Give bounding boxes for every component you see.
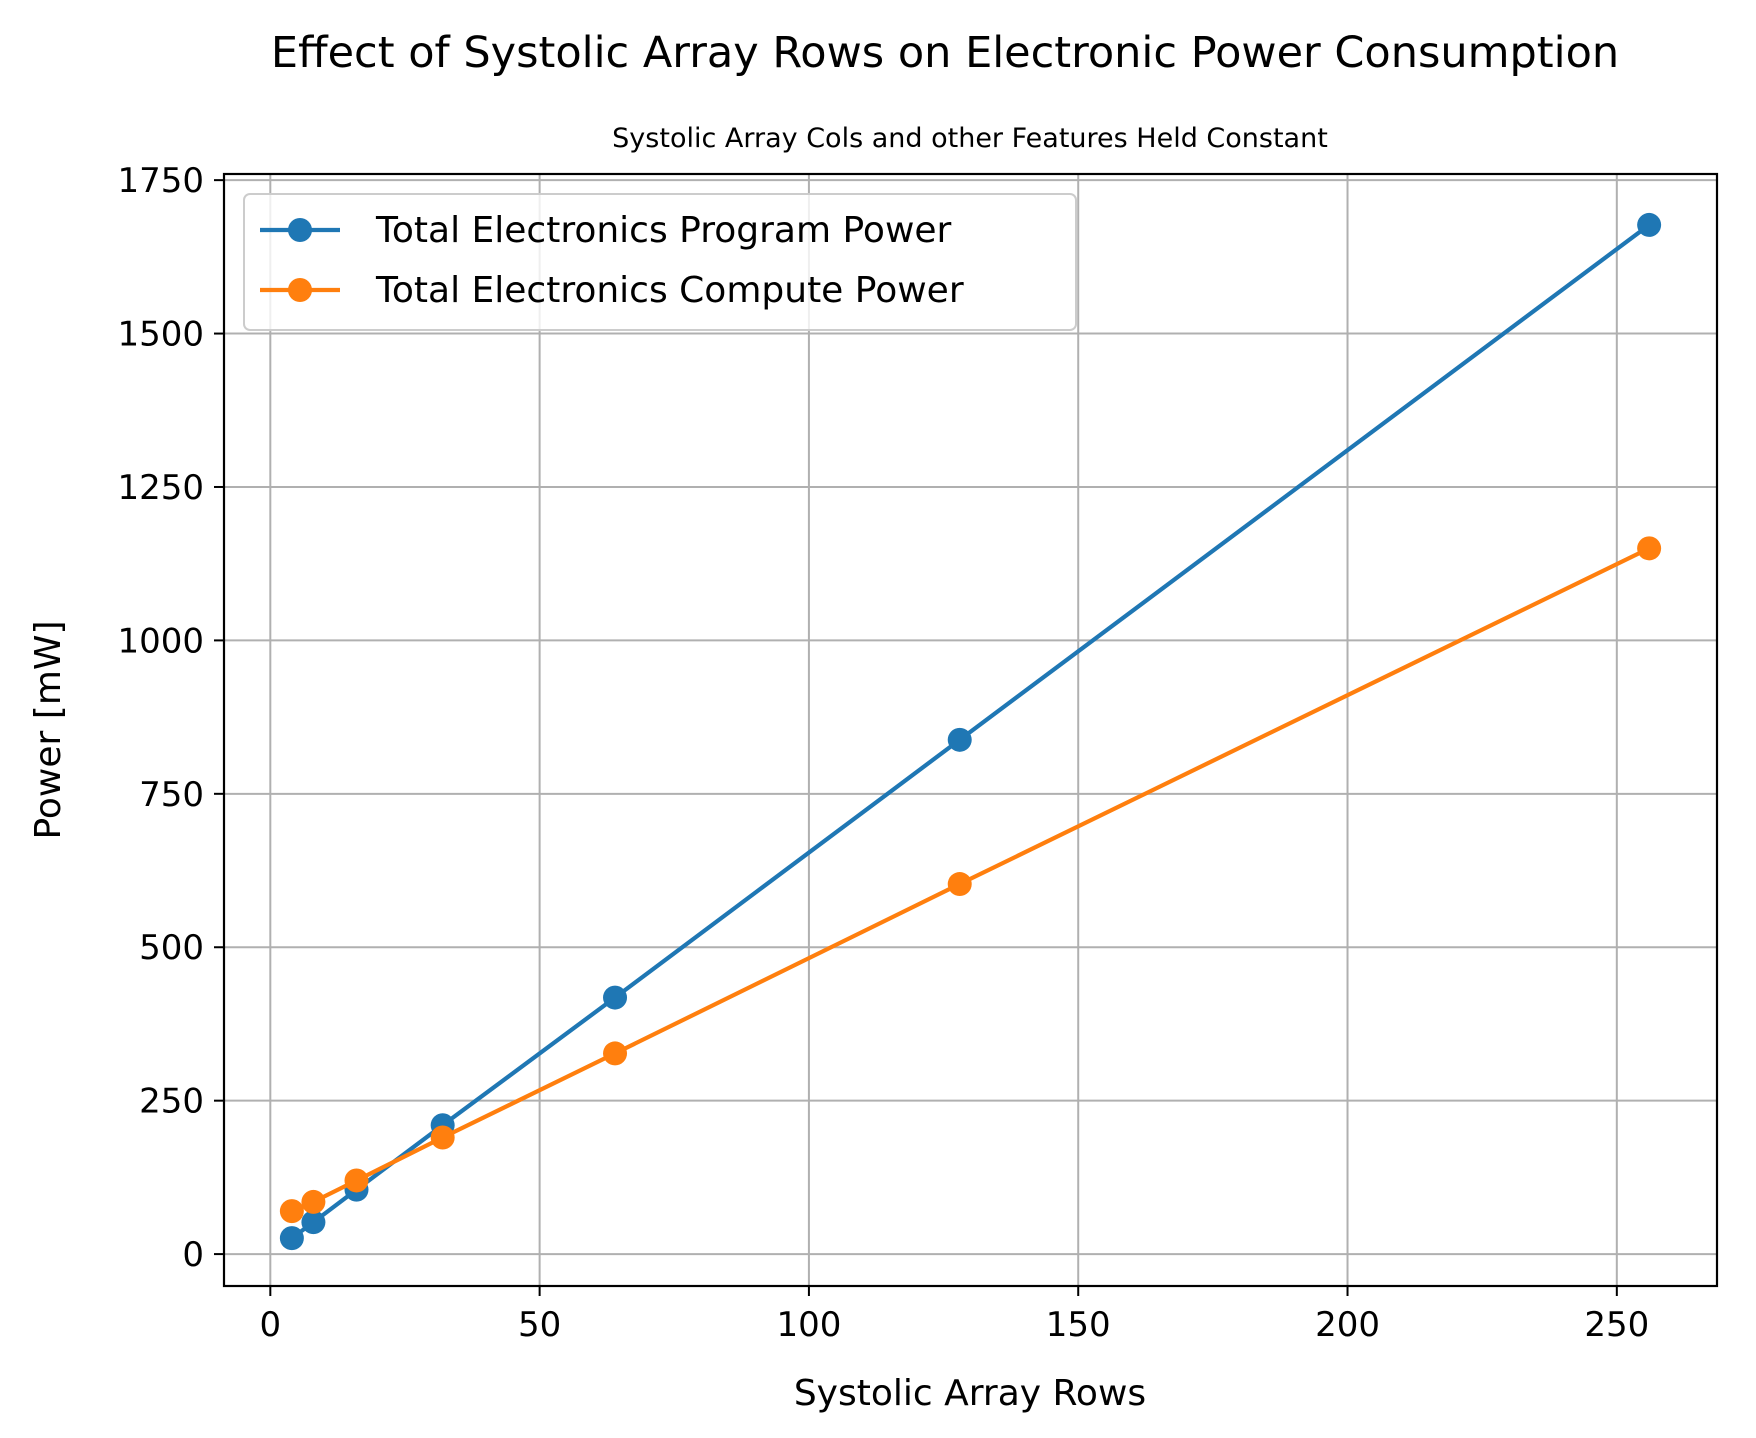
x-tick-label: 250	[1584, 1305, 1649, 1345]
x-tick-label: 50	[518, 1305, 561, 1345]
series-line-1	[290, 223, 1651, 1240]
data-point-series-2	[301, 1189, 326, 1214]
legend-marker-2	[288, 278, 312, 302]
y-tick-label: 1250	[117, 468, 204, 508]
y-tick-label: 750	[139, 775, 204, 815]
grid-lines	[224, 174, 1717, 1286]
legend-label-1: Total Electronics Program Power	[375, 210, 952, 251]
data-point-series-2	[603, 1041, 628, 1066]
y-tick-label: 500	[139, 928, 204, 968]
data-point-series-2	[344, 1168, 369, 1193]
x-axis: 0 50 100 150 200 250	[259, 1286, 1649, 1345]
legend-label-2: Total Electronics Compute Power	[375, 270, 964, 311]
data-point-series-1	[603, 985, 628, 1010]
data-point-series-1	[1637, 212, 1662, 237]
y-axis-label: Power [mW]	[28, 620, 69, 839]
y-tick-label: 250	[139, 1082, 204, 1122]
y-tick-label: 1000	[117, 621, 204, 661]
plot-frame	[222, 172, 1719, 1288]
chart-title: Effect of Systolic Array Rows on Electro…	[271, 28, 1619, 78]
data-point-series-2	[1637, 536, 1662, 561]
legend-marker-1	[288, 218, 312, 242]
data-point-series-2	[279, 1199, 304, 1224]
x-tick-label: 100	[776, 1305, 841, 1345]
chart-subtitle: Systolic Array Cols and other Features H…	[612, 123, 1328, 154]
data-point-series-1	[301, 1210, 326, 1235]
x-tick-label: 150	[1046, 1305, 1111, 1345]
data-point-series-2	[947, 872, 972, 897]
x-tick-label: 200	[1315, 1305, 1380, 1345]
series-layer	[279, 212, 1662, 1251]
legend: Total Electronics Program Power Total Ele…	[243, 193, 1077, 331]
y-axis: 0 250 500 750 1000 1250 1500 1750	[117, 161, 224, 1275]
x-axis-label: Systolic Array Rows	[794, 1373, 1146, 1414]
x-tick-label: 0	[259, 1305, 281, 1345]
y-tick-label: 1750	[117, 161, 204, 201]
data-point-series-1	[947, 727, 972, 752]
y-tick-label: 0	[182, 1235, 204, 1275]
y-tick-label: 1500	[117, 315, 204, 355]
data-point-series-2	[430, 1125, 455, 1150]
legend-box	[243, 193, 1077, 331]
data-point-series-1	[279, 1226, 304, 1251]
